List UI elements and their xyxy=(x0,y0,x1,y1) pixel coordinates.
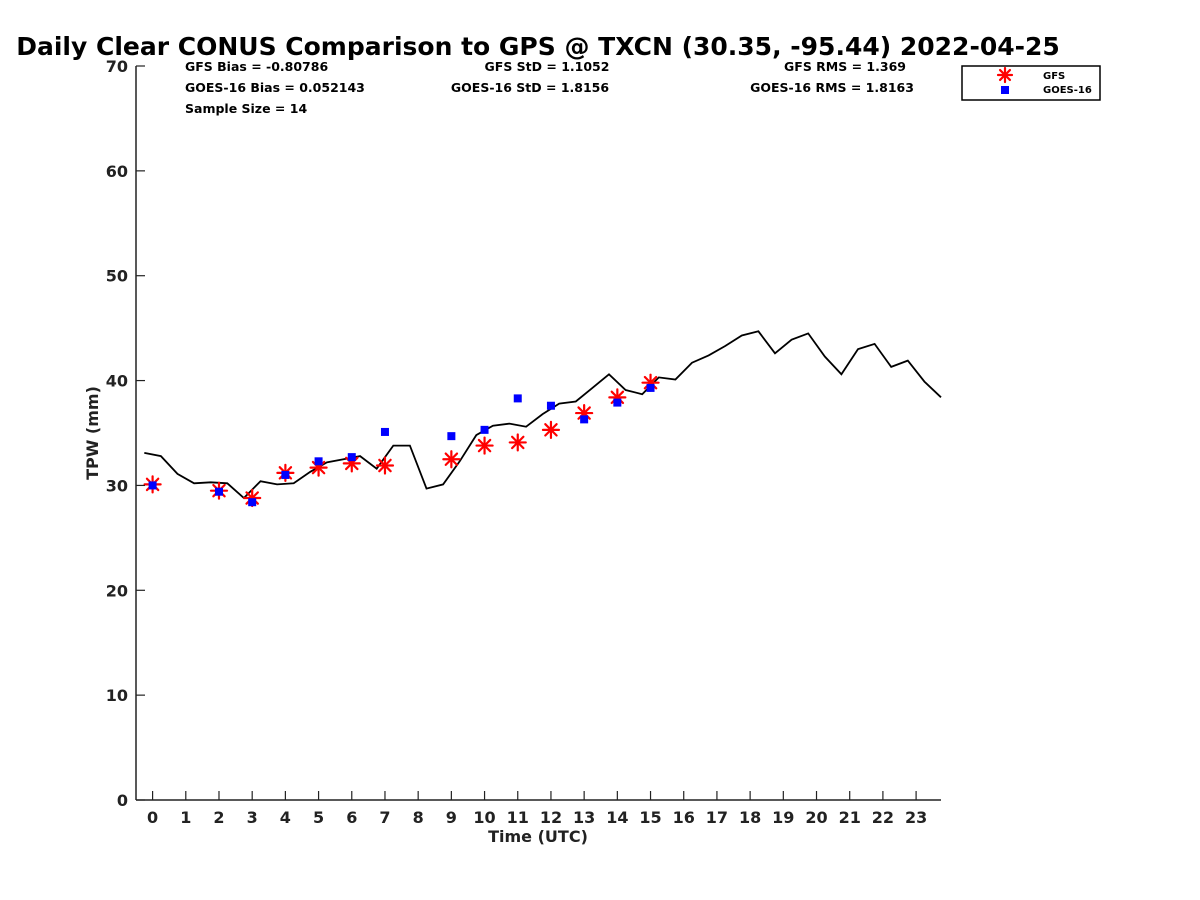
goes16-point xyxy=(546,401,555,410)
x-tick-label: 23 xyxy=(905,808,927,827)
x-tick-label: 17 xyxy=(706,808,728,827)
goes16-point xyxy=(580,415,589,424)
gfs-bias-stat: GFS Bias = -0.80786 xyxy=(185,59,328,74)
x-tick-label: 2 xyxy=(213,808,224,827)
plot-area xyxy=(143,330,942,508)
x-tick-label: 22 xyxy=(872,808,894,827)
x-tick-label: 13 xyxy=(573,808,595,827)
gfs-point xyxy=(508,433,527,452)
x-tick-label: 3 xyxy=(247,808,258,827)
y-axis-label: TPW (mm) xyxy=(83,386,102,480)
goes16-point xyxy=(513,394,522,403)
goes16-point xyxy=(214,487,223,496)
x-tick-label: 6 xyxy=(346,808,357,827)
gfs-rms-stat: GFS RMS = 1.369 xyxy=(784,59,906,74)
x-tick-label: 12 xyxy=(540,808,562,827)
gps-series-line xyxy=(144,330,942,500)
chart-title: Daily Clear CONUS Comparison to GPS @ TX… xyxy=(16,32,1060,61)
y-tick-label: 50 xyxy=(106,267,128,286)
x-axis-label: Time (UTC) xyxy=(488,827,588,846)
x-tick-label: 9 xyxy=(446,808,457,827)
legend-gfs-label: GFS xyxy=(1043,71,1065,82)
statistics-panel: GFS Bias = -0.80786 GOES-16 Bias = 0.052… xyxy=(185,59,914,116)
x-tick-label: 1 xyxy=(180,808,191,827)
goes16-point xyxy=(480,425,489,434)
y-tick-label: 70 xyxy=(106,57,128,76)
gfs-std-stat: GFS StD = 1.1052 xyxy=(485,59,610,74)
gfs-point xyxy=(541,420,561,439)
goes16-point xyxy=(347,453,356,462)
sample-size-stat: Sample Size = 14 xyxy=(185,101,307,116)
y-tick-label: 10 xyxy=(106,686,128,705)
y-tick-label: 30 xyxy=(106,476,128,495)
x-tick-label: 20 xyxy=(805,808,827,827)
x-tick-label: 15 xyxy=(639,808,661,827)
goes16-point xyxy=(613,398,622,407)
x-tick-label: 18 xyxy=(739,808,761,827)
legend-gfs-marker xyxy=(996,66,1014,84)
legend: GFS GOES-16 xyxy=(961,65,1101,101)
x-tick-label: 16 xyxy=(673,808,695,827)
goes-std-stat: GOES-16 StD = 1.8156 xyxy=(451,80,609,95)
x-tick-label: 4 xyxy=(280,808,291,827)
x-tick-label: 19 xyxy=(772,808,794,827)
x-tick-label: 21 xyxy=(839,808,861,827)
goes16-point xyxy=(380,427,389,436)
goes-rms-stat: GOES-16 RMS = 1.8163 xyxy=(750,80,914,95)
legend-box xyxy=(961,65,1101,101)
x-tick-label: 11 xyxy=(507,808,529,827)
y-tick-label: 60 xyxy=(106,162,128,181)
y-tick-label: 20 xyxy=(106,581,128,600)
y-tick-label: 0 xyxy=(117,791,128,810)
goes-bias-stat: GOES-16 Bias = 0.052143 xyxy=(185,80,365,95)
goes16-point xyxy=(646,383,655,392)
goes16-point xyxy=(447,432,456,441)
goes16-point xyxy=(148,481,157,490)
legend-gfs-asterisk xyxy=(996,66,1014,84)
x-tick-label: 7 xyxy=(379,808,390,827)
x-tick-label: 5 xyxy=(313,808,324,827)
goes16-point xyxy=(248,498,257,507)
goes16-point xyxy=(314,457,323,466)
goes16-point xyxy=(281,470,290,479)
legend-goes-marker xyxy=(1001,86,1009,94)
legend-goes-label: GOES-16 xyxy=(1043,85,1092,96)
x-tick-label: 8 xyxy=(413,808,424,827)
gfs-point xyxy=(475,436,494,455)
y-tick-label: 40 xyxy=(106,372,128,391)
x-tick-label: 10 xyxy=(473,808,495,827)
x-tick-label: 0 xyxy=(147,808,158,827)
x-tick-label: 14 xyxy=(606,808,628,827)
gfs-point xyxy=(375,456,395,475)
gfs-point xyxy=(442,450,461,469)
